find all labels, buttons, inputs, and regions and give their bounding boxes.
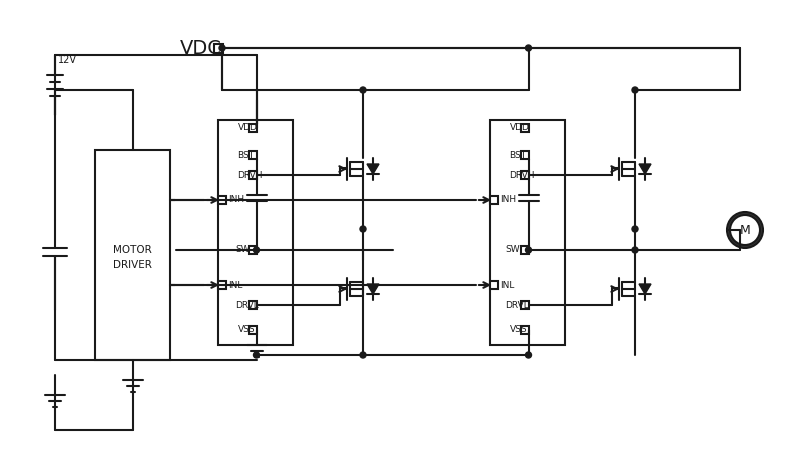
Text: M: M	[740, 223, 750, 236]
Circle shape	[254, 352, 259, 358]
Circle shape	[254, 247, 259, 253]
Circle shape	[360, 87, 366, 93]
Text: DRVL: DRVL	[506, 300, 530, 309]
Text: DRVL: DRVL	[235, 300, 259, 309]
Text: SW: SW	[235, 246, 250, 255]
Polygon shape	[639, 284, 651, 294]
Polygon shape	[367, 164, 379, 174]
Text: VDD: VDD	[238, 124, 258, 132]
Bar	[490, 196, 498, 204]
Circle shape	[632, 87, 638, 93]
Text: VDD: VDD	[510, 124, 530, 132]
Bar	[490, 120, 565, 345]
Polygon shape	[367, 284, 379, 294]
Circle shape	[526, 352, 531, 358]
Bar	[521, 171, 529, 179]
Text: 12V: 12V	[58, 55, 77, 65]
Text: BST: BST	[238, 150, 254, 159]
Bar	[249, 301, 257, 309]
Text: INH: INH	[500, 196, 516, 204]
Text: VSS: VSS	[238, 326, 255, 334]
Bar	[249, 326, 257, 334]
Bar	[521, 246, 529, 254]
Text: INL: INL	[500, 280, 514, 289]
Text: MOTOR: MOTOR	[113, 245, 152, 255]
Polygon shape	[639, 164, 651, 174]
Bar	[214, 43, 222, 53]
Circle shape	[360, 352, 366, 358]
Circle shape	[632, 247, 638, 253]
Text: DRVH: DRVH	[510, 170, 535, 179]
Bar	[249, 124, 257, 132]
Text: INL: INL	[228, 280, 242, 289]
Bar	[249, 151, 257, 159]
Text: DRVH: DRVH	[238, 170, 263, 179]
Bar	[490, 281, 498, 289]
Bar	[95, 150, 170, 360]
Text: DRIVER: DRIVER	[113, 260, 152, 270]
Text: INH: INH	[228, 196, 244, 204]
Circle shape	[727, 212, 763, 248]
Circle shape	[526, 247, 531, 253]
Text: VDC: VDC	[180, 39, 222, 58]
Bar	[521, 124, 529, 132]
Circle shape	[360, 226, 366, 232]
Bar	[218, 120, 293, 345]
Bar	[249, 171, 257, 179]
Circle shape	[526, 45, 531, 51]
Circle shape	[730, 215, 760, 245]
Text: VSS: VSS	[510, 326, 527, 334]
Circle shape	[632, 226, 638, 232]
Bar	[521, 326, 529, 334]
Circle shape	[219, 45, 225, 51]
Bar	[521, 151, 529, 159]
Text: SW: SW	[506, 246, 520, 255]
Bar	[218, 196, 226, 204]
Bar	[218, 281, 226, 289]
Bar	[249, 246, 257, 254]
Text: BST: BST	[510, 150, 526, 159]
Bar	[521, 301, 529, 309]
